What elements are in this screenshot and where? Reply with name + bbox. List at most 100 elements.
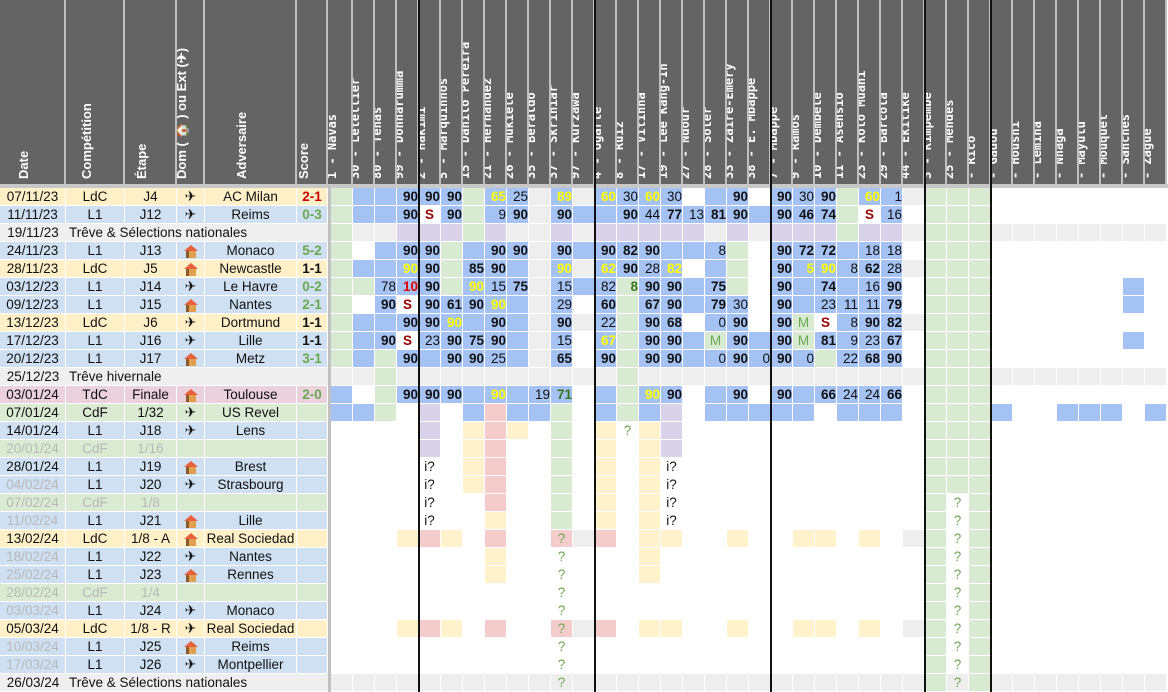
player-cell[interactable] (529, 242, 550, 259)
player-cell[interactable] (925, 260, 946, 277)
player-cell[interactable]: 19 (529, 386, 550, 403)
player-cell[interactable] (639, 494, 660, 511)
player-cell[interactable] (1035, 422, 1056, 439)
player-cell[interactable] (1079, 440, 1100, 457)
player-cell[interactable]: i? (419, 494, 440, 511)
player-cell[interactable] (419, 656, 440, 673)
player-cell[interactable] (463, 188, 484, 205)
player-cell[interactable] (595, 440, 616, 457)
player-cell[interactable] (529, 206, 550, 223)
player-cell[interactable] (661, 584, 682, 601)
player-cell[interactable] (507, 332, 528, 349)
player-cell[interactable] (595, 494, 616, 511)
player-cell[interactable] (1145, 566, 1166, 583)
player-cell[interactable] (1101, 638, 1122, 655)
player-cell[interactable] (1013, 224, 1034, 241)
player-cell[interactable]: 5 (793, 260, 814, 277)
player-cell[interactable] (969, 584, 990, 601)
player-cell[interactable] (837, 476, 858, 493)
player-cell[interactable] (1013, 440, 1034, 457)
player-cell[interactable]: S (397, 332, 418, 349)
player-cell[interactable]: 89 (551, 188, 572, 205)
player-cell[interactable] (1079, 512, 1100, 529)
player-cell[interactable] (661, 224, 682, 241)
player-cell[interactable] (353, 206, 374, 223)
player-cell[interactable] (1145, 602, 1166, 619)
player-cell[interactable] (859, 566, 880, 583)
player-cell[interactable] (353, 188, 374, 205)
player-cell[interactable] (1101, 620, 1122, 637)
player-cell[interactable] (1101, 548, 1122, 565)
player-cell[interactable] (925, 350, 946, 367)
player-cell[interactable]: 62 (595, 260, 616, 277)
player-cell[interactable] (1057, 674, 1078, 691)
player-cell[interactable] (441, 548, 462, 565)
player-cell[interactable] (463, 314, 484, 331)
player-cell[interactable] (1123, 422, 1144, 439)
player-cell[interactable] (375, 638, 396, 655)
player-cell[interactable] (529, 458, 550, 475)
player-cell[interactable]: 0 (705, 314, 726, 331)
player-cell[interactable] (947, 314, 968, 331)
player-cell[interactable] (683, 548, 704, 565)
player-cell[interactable] (727, 638, 748, 655)
player-cell[interactable] (507, 620, 528, 637)
player-cell[interactable] (683, 242, 704, 259)
player-cell[interactable] (353, 440, 374, 457)
player-cell[interactable] (639, 548, 660, 565)
player-cell[interactable] (991, 242, 1012, 259)
player-cell[interactable] (551, 512, 572, 529)
player-cell[interactable] (1123, 656, 1144, 673)
player-cell[interactable] (925, 386, 946, 403)
header-player[interactable]: 3 - Kimpembe (925, 0, 947, 184)
player-cell[interactable] (375, 674, 396, 691)
player-cell[interactable] (1123, 278, 1144, 295)
player-cell[interactable] (947, 332, 968, 349)
player-cell[interactable] (485, 584, 506, 601)
player-cell[interactable] (793, 422, 814, 439)
player-cell[interactable] (331, 296, 352, 313)
player-cell[interactable] (573, 548, 594, 565)
player-cell[interactable] (485, 494, 506, 511)
player-cell[interactable]: ? (947, 530, 968, 547)
player-cell[interactable] (485, 566, 506, 583)
player-cell[interactable] (397, 674, 418, 691)
player-cell[interactable] (1013, 350, 1034, 367)
player-cell[interactable] (881, 422, 902, 439)
player-cell[interactable] (485, 476, 506, 493)
player-cell[interactable] (617, 638, 638, 655)
player-cell[interactable]: 90 (485, 314, 506, 331)
player-cell[interactable] (683, 566, 704, 583)
player-cell[interactable] (441, 422, 462, 439)
player-cell[interactable]: i? (419, 512, 440, 529)
player-cell[interactable] (1101, 332, 1122, 349)
player-cell[interactable]: ? (551, 602, 572, 619)
player-cell[interactable] (749, 242, 770, 259)
player-cell[interactable] (551, 404, 572, 421)
player-cell[interactable]: 90 (397, 314, 418, 331)
player-cell[interactable] (573, 584, 594, 601)
player-cell[interactable] (969, 332, 990, 349)
player-cell[interactable] (441, 566, 462, 583)
player-cell[interactable] (617, 584, 638, 601)
player-cell[interactable] (881, 368, 902, 385)
player-cell[interactable] (683, 656, 704, 673)
player-cell[interactable] (1123, 458, 1144, 475)
player-cell[interactable]: 90 (507, 206, 528, 223)
player-cell[interactable] (727, 584, 748, 601)
player-cell[interactable]: 90 (397, 242, 418, 259)
player-cell[interactable]: 90 (771, 350, 792, 367)
player-cell[interactable] (573, 656, 594, 673)
player-cell[interactable]: ? (551, 566, 572, 583)
player-cell[interactable] (463, 404, 484, 421)
player-cell[interactable] (903, 332, 924, 349)
player-cell[interactable] (859, 440, 880, 457)
player-cell[interactable] (463, 548, 484, 565)
player-cell[interactable] (705, 404, 726, 421)
player-cell[interactable] (705, 638, 726, 655)
player-cell[interactable] (1057, 422, 1078, 439)
player-cell[interactable] (969, 674, 990, 691)
player-cell[interactable] (617, 566, 638, 583)
player-cell[interactable] (969, 188, 990, 205)
player-cell[interactable] (375, 188, 396, 205)
